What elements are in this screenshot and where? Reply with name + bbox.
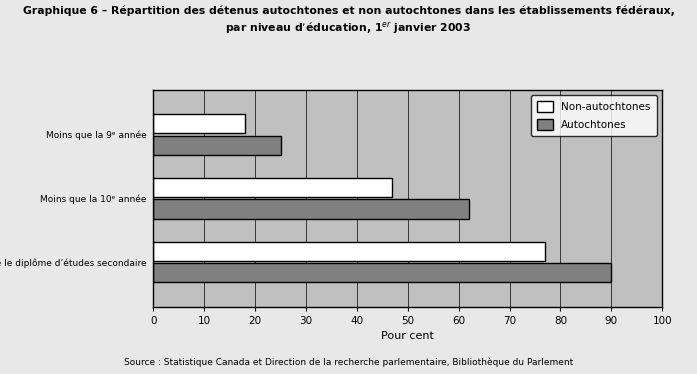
Bar bbox=[153, 114, 245, 133]
Bar bbox=[153, 178, 392, 197]
Bar bbox=[153, 199, 469, 219]
Text: Source : Statistique Canada et Direction de la recherche parlementaire, Biblioth: Source : Statistique Canada et Direction… bbox=[124, 357, 573, 367]
Text: Graphique 6 – Répartition des détenus autochtones et non autochtones dans les ét: Graphique 6 – Répartition des détenus au… bbox=[22, 6, 675, 16]
Text: par niveau d’éducation, 1$^{er}$ janvier 2003: par niveau d’éducation, 1$^{er}$ janvier… bbox=[225, 21, 472, 36]
Bar bbox=[153, 242, 545, 261]
Legend: Non-autochtones, Autochtones: Non-autochtones, Autochtones bbox=[531, 95, 657, 137]
Bar bbox=[153, 136, 280, 155]
X-axis label: Pour cent: Pour cent bbox=[381, 331, 434, 341]
Bar bbox=[153, 263, 611, 282]
